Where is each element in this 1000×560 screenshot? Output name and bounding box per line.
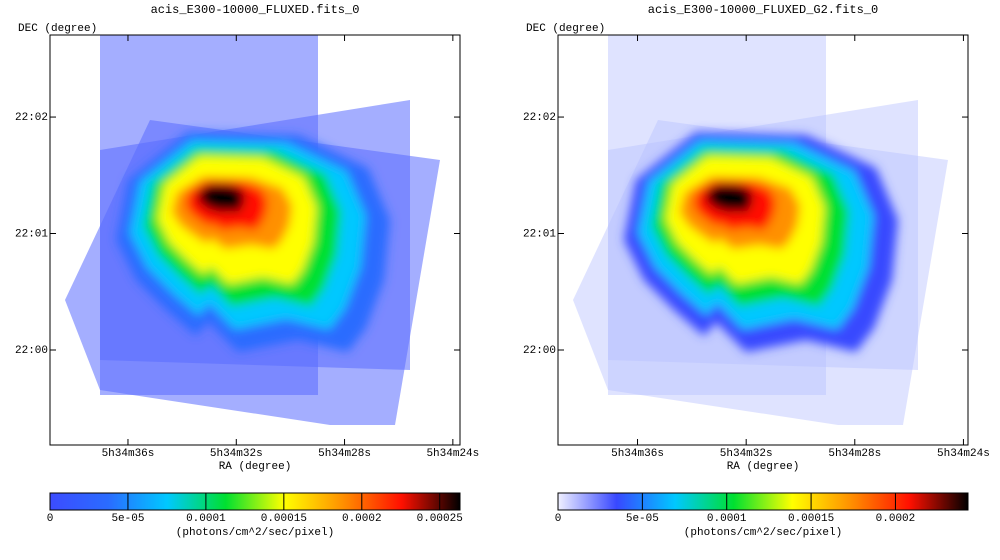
x-tick-label: 5h34m24s xyxy=(426,448,479,460)
y-tick-label: 22:02 xyxy=(15,112,48,124)
x-tick-label: 5h34m36s xyxy=(102,448,155,460)
colorbar-tick-label: 0.0002 xyxy=(342,513,382,525)
panel-title: acis_E300-10000_FLUXED.fits_0 xyxy=(151,3,360,17)
colorbar xyxy=(49,492,461,511)
y-tick-label: 22:01 xyxy=(15,228,48,240)
x-tick-label: 5h34m28s xyxy=(828,448,881,460)
x-tick-label: 5h34m36s xyxy=(611,448,664,460)
y-tick-label: 22:00 xyxy=(523,345,556,357)
nebula xyxy=(116,132,390,352)
colorbar-tick-label: 5e-05 xyxy=(626,513,659,525)
colorbar-tick-label: 0 xyxy=(47,513,54,525)
x-tick-label: 5h34m28s xyxy=(318,448,371,460)
y-axis-label: DEC (degree) xyxy=(526,23,605,35)
frame xyxy=(557,34,969,446)
y-tick-label: 22:02 xyxy=(523,112,556,124)
colorbar-label: (photons/cm^2/sec/pixel) xyxy=(684,527,842,539)
frame xyxy=(49,34,461,446)
x-axis-label: RA (degree) xyxy=(219,461,292,473)
sky-image xyxy=(65,35,440,425)
colorbar-tick-label: 0.0002 xyxy=(876,513,916,525)
y-tick-label: 22:00 xyxy=(15,345,48,357)
nebula xyxy=(624,132,898,352)
colorbar-tick-label: 5e-05 xyxy=(111,513,144,525)
x-tick-label: 5h34m32s xyxy=(210,448,263,460)
x-axis-label: RA (degree) xyxy=(727,461,800,473)
y-tick-label: 22:01 xyxy=(523,228,556,240)
colorbar-tick-label: 0.0001 xyxy=(186,513,226,525)
x-tick-label: 5h34m32s xyxy=(720,448,773,460)
x-tick-label: 5h34m24s xyxy=(937,448,990,460)
nebula-level xyxy=(705,184,753,213)
y-axis-label: DEC (degree) xyxy=(18,23,97,35)
sky-image xyxy=(573,35,948,425)
colorbar-tick-label: 0.00025 xyxy=(417,513,463,525)
colorbar-tick-label: 0.00015 xyxy=(788,513,834,525)
colorbar-tick-label: 0 xyxy=(555,513,562,525)
colorbar xyxy=(557,492,969,511)
colorbar-label: (photons/cm^2/sec/pixel) xyxy=(176,527,334,539)
nebula-level xyxy=(197,184,245,213)
colorbar-tick-label: 0.00015 xyxy=(261,513,307,525)
panel-title: acis_E300-10000_FLUXED_G2.fits_0 xyxy=(648,3,878,17)
colorbar-tick-label: 0.0001 xyxy=(707,513,747,525)
